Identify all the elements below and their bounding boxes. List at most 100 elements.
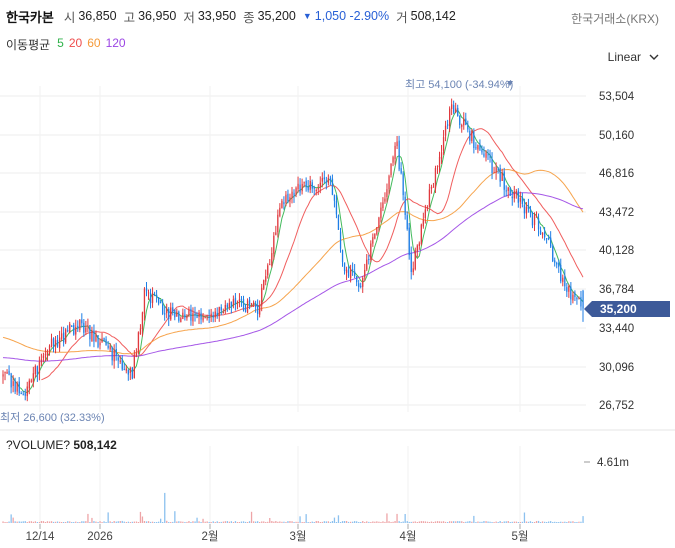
moving-average-legend[interactable]: 이동평균 5 20 60 120 — [6, 36, 126, 53]
volume-bar — [52, 521, 55, 523]
volume-bar — [279, 521, 281, 523]
volume-bar — [184, 522, 186, 523]
scale-selector[interactable]: Linear — [608, 50, 659, 64]
volume-bar — [394, 521, 396, 523]
candle — [164, 306, 166, 321]
volume-bar — [32, 521, 34, 523]
candle — [46, 349, 49, 361]
volume-bar — [250, 511, 253, 523]
candle-body — [198, 312, 200, 318]
volume-bar — [426, 521, 429, 523]
candle — [477, 144, 479, 154]
candle — [535, 211, 538, 218]
candle-body — [40, 359, 43, 363]
candle — [469, 128, 471, 145]
candle — [444, 120, 447, 142]
candle — [400, 162, 402, 175]
candle-body — [275, 232, 277, 235]
volume-bar — [307, 522, 309, 523]
candle-body — [578, 298, 580, 300]
candle-body — [483, 153, 485, 157]
volume-bar — [568, 521, 570, 523]
candle-body — [560, 265, 562, 282]
candle — [352, 262, 354, 276]
candle — [20, 391, 22, 395]
candle-body — [34, 366, 36, 375]
candle — [139, 324, 142, 335]
candle — [513, 185, 515, 203]
volume-bar — [135, 521, 138, 523]
candle-body — [139, 328, 142, 335]
volume-bar — [107, 512, 109, 523]
ma-120-label[interactable]: 120 — [105, 36, 126, 50]
candle — [527, 198, 530, 213]
volume-bar — [321, 521, 323, 523]
candle — [394, 142, 396, 165]
candle — [392, 155, 394, 167]
candle-body — [299, 184, 301, 193]
candle — [168, 307, 170, 327]
candle — [69, 321, 71, 334]
volume-bar — [129, 522, 131, 523]
volume-bar — [400, 522, 402, 523]
min-price-annotation: 최저 26,600 (32.33%) — [0, 411, 105, 424]
volume-bar — [87, 513, 89, 523]
candle — [182, 308, 184, 320]
volume-bar — [436, 521, 439, 523]
volume-bar — [323, 521, 325, 523]
candle — [281, 198, 283, 209]
candle — [214, 307, 216, 323]
candle — [238, 293, 241, 308]
volume-bar — [93, 521, 95, 523]
volume-bar — [535, 521, 538, 523]
candle-body — [131, 367, 133, 379]
candle-body — [269, 264, 271, 266]
volume-bar — [457, 521, 459, 523]
candle — [115, 342, 117, 361]
volume-bar — [447, 522, 449, 523]
candle — [34, 364, 36, 378]
candle — [473, 128, 475, 154]
candle — [467, 120, 469, 133]
volume-bar — [115, 521, 117, 523]
ma-60-label[interactable]: 60 — [87, 36, 101, 50]
candle — [430, 184, 433, 194]
candle — [137, 331, 140, 355]
volume-bar — [182, 521, 184, 523]
candle-body — [406, 215, 408, 229]
candle-body — [323, 177, 325, 180]
candle-body — [240, 298, 243, 300]
volume-bar — [20, 521, 22, 523]
candle-body — [6, 372, 8, 374]
candle-body — [535, 216, 538, 218]
candle — [127, 369, 129, 381]
candle — [479, 139, 481, 151]
candle-body — [2, 374, 4, 377]
candle — [568, 284, 570, 298]
candle-body — [234, 297, 237, 304]
candle — [341, 249, 344, 267]
candle — [533, 212, 536, 232]
candle — [143, 287, 146, 321]
candle — [99, 338, 101, 350]
candle-body — [582, 290, 584, 309]
volume-bar — [153, 522, 156, 523]
candle — [449, 106, 451, 132]
volume-bar — [420, 521, 422, 523]
volume-bar — [192, 521, 194, 523]
volume-bar — [158, 521, 160, 523]
volume-bar — [230, 521, 232, 523]
ma-5-label[interactable]: 5 — [57, 36, 64, 50]
candle-body — [218, 307, 220, 317]
candle-body — [451, 104, 453, 109]
volume-bar — [26, 522, 28, 523]
ma-20-label[interactable]: 20 — [68, 36, 83, 50]
candle — [422, 212, 424, 229]
volume-bar — [548, 521, 550, 523]
candle-body — [533, 215, 536, 225]
volume-bar — [54, 521, 57, 523]
volume-bar — [560, 521, 562, 523]
volume-bar — [172, 521, 174, 523]
candle-body — [378, 217, 380, 228]
